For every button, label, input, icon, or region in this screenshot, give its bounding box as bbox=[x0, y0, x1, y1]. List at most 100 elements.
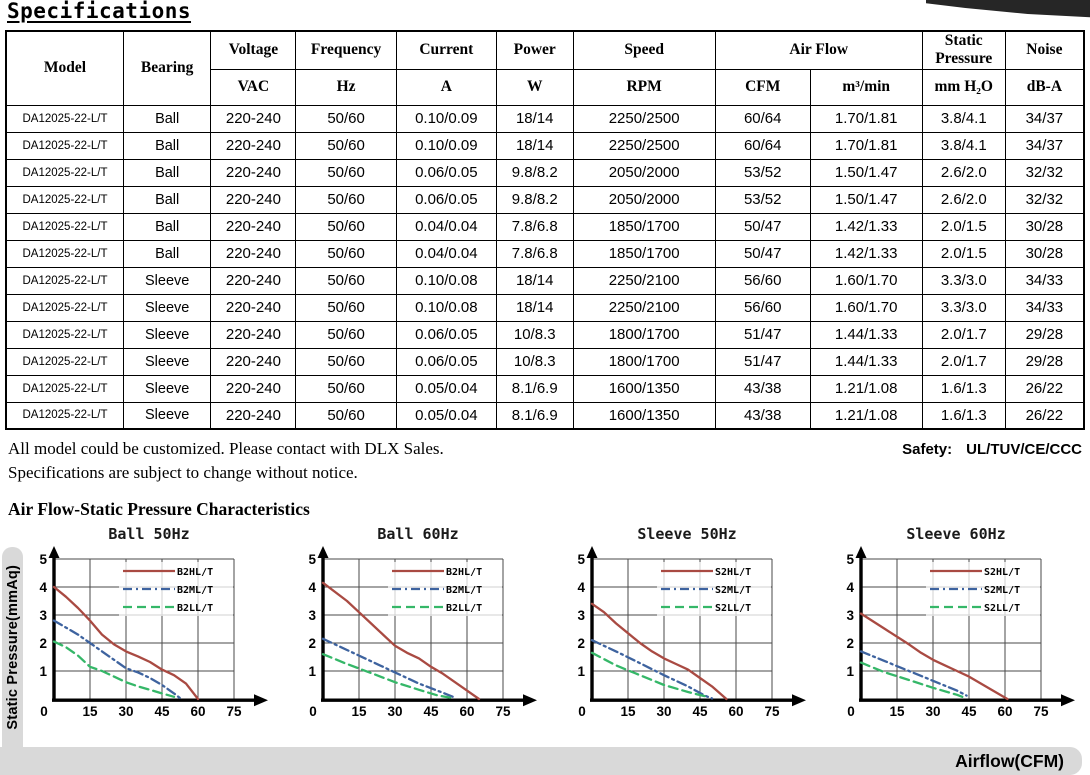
chart-title: Sleeve 60Hz bbox=[906, 525, 1006, 543]
table-cell: 34/37 bbox=[1004, 131, 1085, 160]
table-row: DA12025-22-L/T Ball 220-240 50/60 0.04/0.04 7… bbox=[5, 239, 1085, 268]
table-cell: 220-240 bbox=[210, 185, 297, 214]
tick-label: 60 bbox=[997, 704, 1012, 719]
table-cell: Sleeve bbox=[122, 320, 212, 349]
y-axis-arrow bbox=[317, 546, 329, 558]
table-cell: 18/14 bbox=[495, 104, 574, 133]
table-cell: DA12025-22-L/T bbox=[5, 185, 124, 214]
table-cell: DA12025-22-L/T bbox=[5, 131, 124, 160]
table-cell: 0.06/0.05 bbox=[395, 320, 497, 349]
unit-static-pressure: mm H₂O bbox=[921, 68, 1006, 106]
legend-label: B2ML/T bbox=[446, 585, 482, 596]
table-cell: 2250/2100 bbox=[572, 266, 716, 295]
tick-label: 1 bbox=[308, 664, 316, 679]
table-cell: DA12025-22-L/T bbox=[5, 266, 124, 295]
legend-label: B2LL/T bbox=[446, 603, 482, 614]
legend-label: S2ML/T bbox=[984, 585, 1020, 596]
table-cell: 2050/2000 bbox=[572, 185, 716, 214]
table-cell: 9.8/8.2 bbox=[495, 185, 574, 214]
table-cell: 0.06/0.05 bbox=[395, 158, 497, 187]
tick-label: 15 bbox=[620, 704, 636, 719]
charts-row: Ball 50Hz 1 2 3 4 5 0 15 30 45 60 75 B2HL/T B2ML/T B2… bbox=[24, 525, 1090, 725]
tick-label: 60 bbox=[728, 704, 743, 719]
table-cell: Sleeve bbox=[122, 374, 212, 403]
tick-label: 60 bbox=[190, 704, 205, 719]
table-cell: 220-240 bbox=[210, 266, 297, 295]
series-B2HL/T bbox=[321, 581, 481, 701]
col-header-noise: Noise bbox=[1004, 30, 1085, 70]
table-cell: 3.8/4.1 bbox=[921, 131, 1006, 160]
table-cell: 50/60 bbox=[295, 104, 397, 133]
table-cell: 60/64 bbox=[714, 131, 811, 160]
table-row: DA12025-22-L/T Sleeve 220-240 50/60 0.05/0.0… bbox=[5, 374, 1085, 403]
legend-label: S2LL/T bbox=[984, 603, 1020, 614]
table-cell: 50/60 bbox=[295, 293, 397, 322]
tick-label: 45 bbox=[961, 704, 977, 719]
table-cell: 34/33 bbox=[1004, 266, 1085, 295]
unit-voltage: VAC bbox=[210, 68, 297, 106]
table-row: DA12025-22-L/T Ball 220-240 50/60 0.06/0.05 9… bbox=[5, 158, 1085, 187]
tick-label: 15 bbox=[82, 704, 98, 719]
unit-current: A bbox=[395, 68, 497, 106]
table-cell: 50/60 bbox=[295, 131, 397, 160]
table-cell: 220-240 bbox=[210, 239, 297, 268]
y-axis-arrow bbox=[586, 546, 598, 558]
table-cell: 18/14 bbox=[495, 266, 574, 295]
table-cell: 50/60 bbox=[295, 347, 397, 376]
safety-label: Safety: bbox=[902, 441, 953, 458]
unit-speed: RPM bbox=[572, 68, 716, 106]
col-header-power: Power bbox=[495, 30, 574, 70]
table-cell: 51/47 bbox=[714, 347, 811, 376]
tick-label: 60 bbox=[459, 704, 474, 719]
table-cell: 1.6/1.3 bbox=[921, 401, 1006, 430]
table-cell: 1600/1350 bbox=[572, 401, 716, 430]
table-cell: 1.70/1.81 bbox=[809, 131, 923, 160]
table-cell: 53/52 bbox=[714, 185, 811, 214]
tick-label: 3 bbox=[308, 608, 316, 623]
legend-label: B2LL/T bbox=[177, 603, 213, 614]
col-header-frequency: Frequency bbox=[295, 30, 397, 70]
legend-label: S2HL/T bbox=[715, 567, 751, 578]
table-cell: 1.60/1.70 bbox=[809, 293, 923, 322]
table-cell: 50/60 bbox=[295, 239, 397, 268]
tick-label: 15 bbox=[351, 704, 367, 719]
table-cell: 3.3/3.0 bbox=[921, 293, 1006, 322]
legend-label: B2ML/T bbox=[177, 585, 213, 596]
table-cell: 56/60 bbox=[714, 293, 811, 322]
table-cell: 220-240 bbox=[210, 104, 297, 133]
table-cell: 2.6/2.0 bbox=[921, 185, 1006, 214]
tick-label: 3 bbox=[577, 608, 585, 623]
series-B2ML/T bbox=[321, 637, 457, 699]
table-cell: 220-240 bbox=[210, 293, 297, 322]
tick-label: 0 bbox=[847, 704, 855, 719]
tick-label: 5 bbox=[308, 552, 316, 567]
y-axis-arrow bbox=[855, 546, 867, 558]
series-B2LL/T bbox=[321, 653, 452, 699]
legend-label: S2ML/T bbox=[715, 585, 751, 596]
tick-label: 45 bbox=[154, 704, 170, 719]
table-cell: Sleeve bbox=[122, 266, 212, 295]
tick-label: 2 bbox=[308, 636, 316, 651]
y-axis-label-bar: Static Pressure(mmAq) bbox=[2, 547, 23, 748]
col-header-air-flow: Air Flow bbox=[714, 30, 923, 70]
table-cell: 0.05/0.04 bbox=[395, 401, 497, 430]
table-cell: 1.44/1.33 bbox=[809, 320, 923, 349]
legend-label: B2HL/T bbox=[446, 567, 482, 578]
table-cell: Ball bbox=[122, 104, 212, 133]
series-S2ML/T bbox=[859, 650, 968, 697]
x-axis-arrow bbox=[792, 694, 806, 707]
table-cell: 220-240 bbox=[210, 158, 297, 187]
table-cell: 0.06/0.05 bbox=[395, 347, 497, 376]
table-cell: 1.50/1.47 bbox=[809, 158, 923, 187]
table-cell: DA12025-22-L/T bbox=[5, 212, 124, 241]
table-cell: 2250/2500 bbox=[572, 131, 716, 160]
table-row: DA12025-22-L/T Ball 220-240 50/60 0.04/0.04 7… bbox=[5, 212, 1085, 241]
table-cell: 32/32 bbox=[1004, 185, 1085, 214]
table-cell: 2250/2100 bbox=[572, 293, 716, 322]
table-cell: DA12025-22-L/T bbox=[5, 374, 124, 403]
table-cell: 7.8/6.8 bbox=[495, 239, 574, 268]
table-cell: 0.10/0.09 bbox=[395, 131, 497, 160]
note-subject-to-change: Specifications are subject to change wit… bbox=[8, 463, 358, 482]
